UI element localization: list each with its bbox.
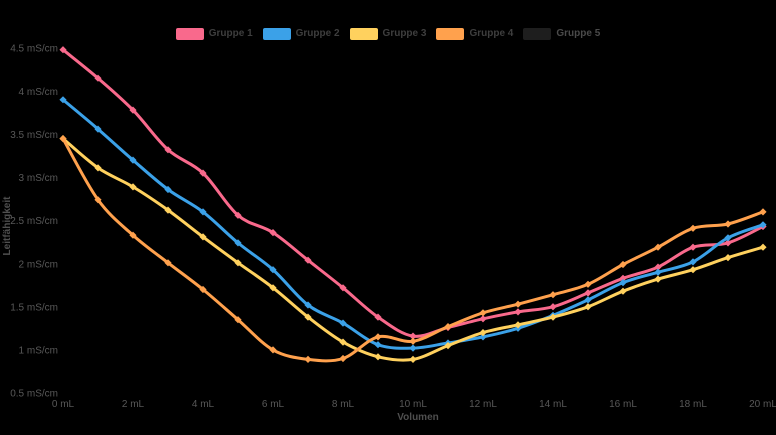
x-tick-label: 2 mL bbox=[122, 399, 145, 410]
x-tick-label: 20 mL bbox=[749, 399, 776, 410]
legend-item-gruppe-5[interactable]: Gruppe 5 bbox=[523, 28, 600, 40]
y-axis-title: Leitfähigkeit bbox=[2, 196, 13, 256]
legend-swatch-gruppe-3 bbox=[349, 28, 378, 40]
x-tick-label: 14 mL bbox=[539, 399, 567, 410]
x-tick-label: 10 mL bbox=[399, 399, 427, 410]
legend-item-gruppe-1[interactable]: Gruppe 1 bbox=[175, 28, 253, 40]
legend-label-gruppe-3: Gruppe 3 bbox=[382, 28, 427, 39]
series-gruppe-2[interactable] bbox=[59, 96, 767, 352]
x-tick-label: 8 mL bbox=[332, 399, 355, 410]
legend-label-gruppe-5: Gruppe 5 bbox=[556, 28, 601, 39]
x-tick-label: 16 mL bbox=[609, 399, 637, 410]
legend-label-gruppe-2: Gruppe 2 bbox=[295, 28, 340, 39]
x-tick-label: 4 mL bbox=[192, 399, 215, 410]
series-markers-gruppe-2 bbox=[59, 96, 767, 352]
legend-swatch-gruppe-1 bbox=[175, 28, 204, 40]
x-axis-title: Volumen bbox=[397, 412, 438, 423]
legend-item-gruppe-2[interactable]: Gruppe 2 bbox=[262, 28, 340, 40]
x-tick-label: 12 mL bbox=[469, 399, 497, 410]
legend-item-gruppe-3[interactable]: Gruppe 3 bbox=[349, 28, 427, 40]
series-markers-gruppe-4 bbox=[59, 135, 767, 363]
series-line-gruppe-2[interactable] bbox=[61, 98, 765, 350]
y-tick-label: 4 mS/cm bbox=[19, 87, 58, 98]
legend-swatch-gruppe-2 bbox=[262, 28, 291, 40]
series-gruppe-1[interactable] bbox=[59, 46, 767, 340]
legend-swatch-gruppe-5 bbox=[523, 28, 552, 40]
y-tick-label: 1.5 mS/cm bbox=[10, 302, 58, 313]
legend-swatch-gruppe-4 bbox=[436, 28, 465, 40]
series-markers-gruppe-1 bbox=[59, 46, 767, 340]
y-tick-label: 0.5 mS/cm bbox=[10, 389, 58, 400]
chart-legend: Gruppe 1 Gruppe 2 Gruppe 3 Gruppe 4 Gruppe 5 bbox=[0, 26, 776, 42]
legend-label-gruppe-4: Gruppe 4 bbox=[469, 28, 514, 39]
series-markers-gruppe-3 bbox=[59, 135, 767, 363]
series-gruppe-4[interactable] bbox=[59, 135, 767, 363]
legend-item-gruppe-4[interactable]: Gruppe 4 bbox=[436, 28, 513, 40]
y-tick-label: 2 mS/cm bbox=[19, 259, 58, 270]
legend-label-gruppe-1: Gruppe 1 bbox=[208, 28, 253, 39]
y-tick-label: 3 mS/cm bbox=[19, 173, 58, 184]
x-tick-label: 0 mL bbox=[52, 399, 75, 410]
y-tick-label: 4.5 mS/cm bbox=[10, 44, 58, 55]
y-tick-label: 2.5 mS/cm bbox=[10, 216, 58, 227]
x-tick-label: 18 mL bbox=[679, 399, 707, 410]
y-tick-label: 1 mS/cm bbox=[19, 346, 58, 357]
y-tick-label: 3.5 mS/cm bbox=[10, 130, 58, 141]
series-gruppe-3[interactable] bbox=[59, 135, 767, 363]
x-tick-label: 6 mL bbox=[262, 399, 285, 410]
